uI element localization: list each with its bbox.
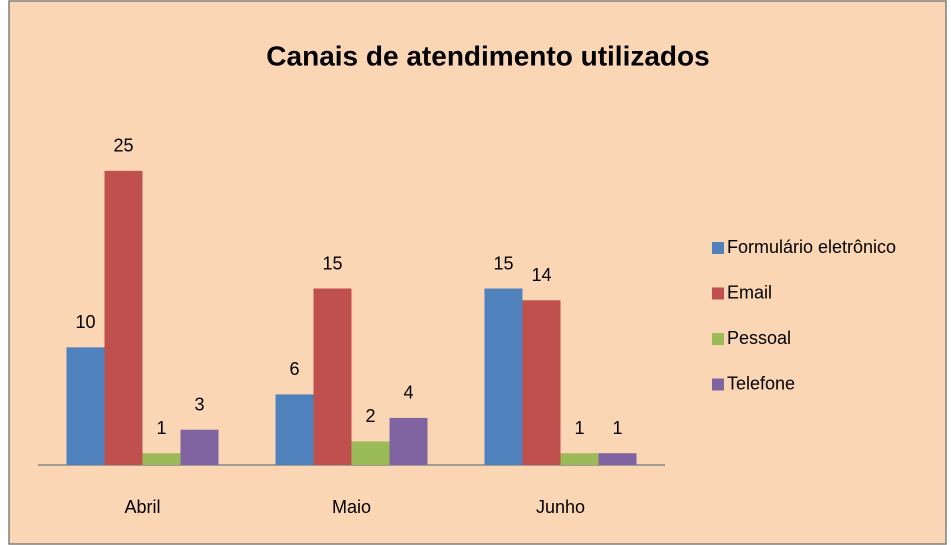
bar xyxy=(484,288,523,465)
data-label: 15 xyxy=(322,253,342,273)
x-tick-label: Junho xyxy=(536,497,585,517)
bar xyxy=(522,300,561,465)
data-label: 3 xyxy=(194,394,204,414)
x-tick-label: Maio xyxy=(332,497,371,517)
legend-label: Telefone xyxy=(727,373,795,393)
legend-label: Pessoal xyxy=(727,328,791,348)
chart-title: Canais de atendimento utilizados xyxy=(266,40,709,71)
bar xyxy=(351,441,390,465)
bar xyxy=(560,453,599,465)
bar xyxy=(389,417,428,465)
bar xyxy=(598,453,637,465)
legend-label: Formulário eletrônico xyxy=(727,237,896,257)
legend-swatch xyxy=(712,287,724,300)
data-label: 10 xyxy=(75,312,95,332)
data-label: 1 xyxy=(574,418,584,438)
bar xyxy=(142,453,181,465)
bar xyxy=(313,288,352,465)
bar xyxy=(66,347,105,465)
legend-label: Email xyxy=(727,282,772,302)
data-label: 2 xyxy=(365,406,375,426)
x-tick-label: Abril xyxy=(124,497,160,517)
legend-swatch xyxy=(712,242,724,254)
legend-swatch xyxy=(712,378,724,391)
bar xyxy=(275,394,314,465)
bar xyxy=(104,170,143,466)
data-label: 1 xyxy=(156,418,166,438)
legend-swatch xyxy=(712,333,724,345)
bar xyxy=(180,429,219,465)
data-label: 1 xyxy=(612,418,622,438)
data-label: 25 xyxy=(113,136,133,156)
data-label: 6 xyxy=(289,359,299,379)
data-label: 15 xyxy=(493,253,513,273)
data-label: 14 xyxy=(531,265,551,285)
data-label: 4 xyxy=(403,383,413,403)
